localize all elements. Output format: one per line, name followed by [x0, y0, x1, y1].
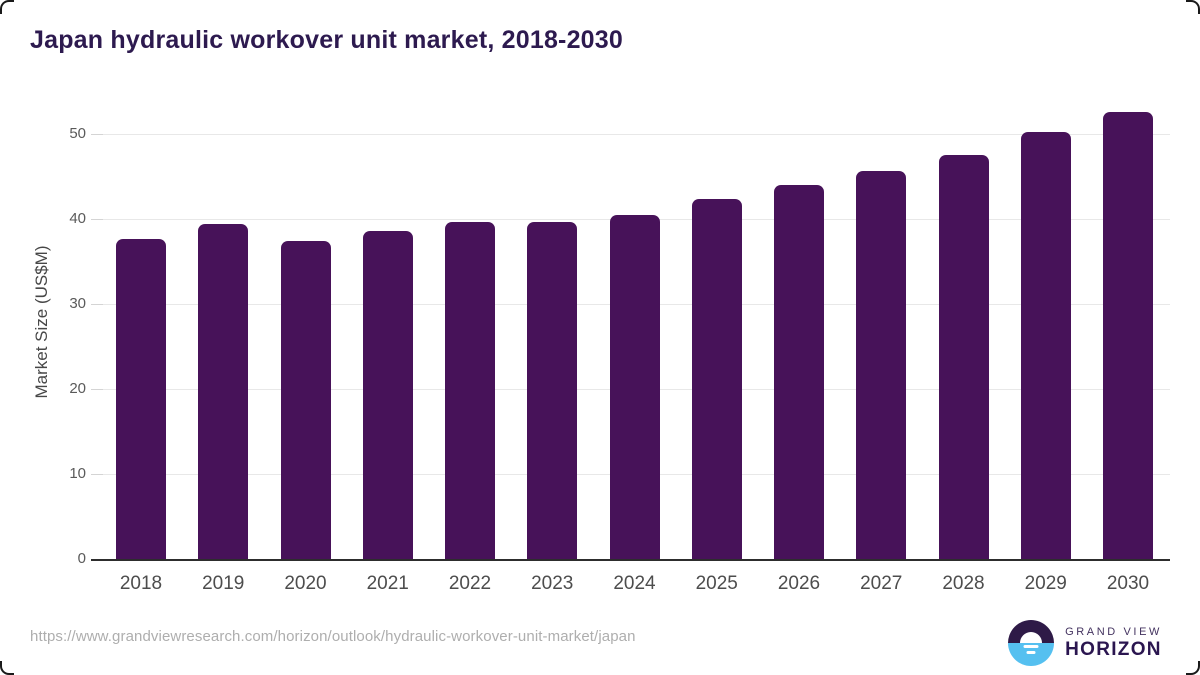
- y-axis-title: Market Size (US$M): [32, 245, 51, 399]
- bar-2029: [1020, 132, 1071, 559]
- y-axis-tick-label: 50: [69, 125, 86, 142]
- brand-name-grand-view: GRAND VIEW: [1065, 625, 1162, 638]
- y-axis-tick: [91, 134, 103, 135]
- bar-2019: [198, 224, 249, 559]
- y-axis-tick-label: 20: [69, 380, 86, 397]
- y-axis-tick-label: 10: [69, 465, 86, 482]
- x-axis-tick-label: 2020: [284, 573, 327, 594]
- y-axis-tick: [91, 304, 103, 305]
- logo-sun-shape: [1020, 632, 1043, 643]
- bar-2026: [774, 185, 824, 559]
- bar-2023: [527, 222, 578, 559]
- y-axis-tick-label: 30: [69, 295, 86, 312]
- x-axis-line: [103, 559, 1170, 561]
- x-axis-tick-label: 2029: [1024, 573, 1067, 594]
- y-axis-tick: [91, 474, 103, 475]
- gridline: [103, 134, 1170, 135]
- y-axis-tick: [91, 389, 103, 390]
- bar-2022: [445, 222, 495, 559]
- card-corner-top-left: [0, 0, 14, 14]
- bar-2028: [938, 155, 989, 559]
- bar-2030: [1103, 111, 1153, 559]
- card-corner-bottom-right: [1186, 661, 1200, 675]
- x-axis-tick-label: 2024: [613, 573, 656, 594]
- brand-name-horizon: HORIZON: [1065, 638, 1162, 660]
- card-corner-top-right: [1186, 0, 1200, 14]
- x-axis-tick-label: 2023: [531, 573, 574, 594]
- source-url-text: https://www.grandviewresearch.com/horizo…: [30, 628, 636, 645]
- y-axis-tick-label: 40: [69, 210, 86, 227]
- x-axis-tick-label: 2028: [942, 573, 985, 594]
- x-axis-tick-label: 2025: [695, 573, 738, 594]
- card-corner-bottom-left: [0, 661, 14, 675]
- x-axis-tick-label: 2027: [860, 573, 903, 594]
- brand-text: GRAND VIEW HORIZON: [1065, 626, 1162, 661]
- y-axis-tick: [91, 559, 103, 561]
- bar-2018: [116, 239, 166, 559]
- x-axis-tick-label: 2018: [119, 573, 163, 594]
- x-axis-tick-label: 2021: [366, 573, 409, 594]
- bar-2024: [609, 214, 660, 559]
- bar-2021: [362, 230, 413, 559]
- logo-reflection-line: [1023, 645, 1039, 648]
- y-axis-tick: [91, 219, 103, 220]
- x-axis-tick-label: 2030: [1106, 573, 1150, 594]
- bar-2025: [691, 198, 742, 559]
- y-axis-tick-label: 0: [77, 550, 86, 567]
- x-axis-tick-label: 2022: [448, 573, 492, 594]
- x-axis-tick-label: 2019: [202, 573, 245, 594]
- chart-title: Japan hydraulic workover unit market, 20…: [30, 26, 623, 54]
- bar-2020: [280, 241, 331, 559]
- horizon-sun-logo-icon: [1008, 620, 1055, 666]
- x-axis-tick-label: 2026: [777, 573, 821, 594]
- logo-reflection-line: [1026, 651, 1036, 654]
- bar-2027: [856, 171, 907, 559]
- brand-logo: GRAND VIEW HORIZON: [1008, 620, 1162, 666]
